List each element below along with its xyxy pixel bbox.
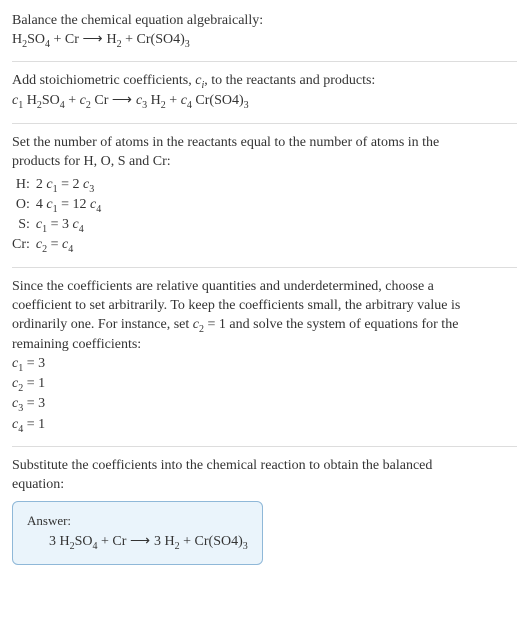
- text: Cr(SO4): [192, 93, 244, 108]
- solution-line: c2 = 1: [12, 375, 517, 395]
- answer-equation: 3 H2SO4 + Cr ⟶ 3 H2 + Cr(SO4)3: [27, 533, 248, 553]
- text: SO: [75, 534, 93, 549]
- text: 4: [36, 197, 47, 212]
- subscript: 3: [243, 541, 248, 552]
- text: = 1 and solve the system of equations fo…: [204, 317, 458, 332]
- equation-original: H2SO4 + Cr ⟶ H2 + Cr(SO4)3: [12, 31, 517, 51]
- subscript: 4: [96, 204, 101, 215]
- answer-box: Answer: 3 H2SO4 + Cr ⟶ 3 H2 + Cr(SO4)3: [12, 501, 263, 565]
- instruction-line: Balance the chemical equation algebraica…: [12, 12, 517, 31]
- text: +: [65, 93, 80, 108]
- text: = 3: [23, 396, 45, 411]
- text: = 1: [23, 376, 45, 391]
- equation-with-coeffs: c1 H2SO4 + c2 Cr ⟶ c3 H2 + c4 Cr(SO4)3: [12, 92, 517, 112]
- text: + Cr: [50, 32, 82, 47]
- text: + Cr(SO4): [122, 32, 185, 47]
- text: +: [166, 93, 181, 108]
- element-label: O:: [12, 196, 36, 216]
- section-substitute: Substitute the coefficients into the che…: [12, 457, 517, 565]
- instruction-line: Substitute the coefficients into the che…: [12, 457, 517, 476]
- subscript: 4: [68, 244, 73, 255]
- reaction-arrow-icon: ⟶: [82, 32, 103, 47]
- section-add-coefficients: Add stoichiometric coefficients, ci, to …: [12, 72, 517, 124]
- element-label: Cr:: [12, 236, 36, 256]
- equation: 4 c1 = 12 c4: [36, 196, 101, 216]
- instruction-line: Set the number of atoms in the reactants…: [12, 134, 517, 153]
- text: H: [147, 93, 161, 108]
- instruction-line: Add stoichiometric coefficients, ci, to …: [12, 72, 517, 92]
- text: SO: [42, 93, 60, 108]
- subscript: 3: [244, 100, 249, 111]
- equation: 2 c1 = 2 c3: [36, 176, 101, 196]
- element-label: H:: [12, 176, 36, 196]
- equation-row: S: c1 = 3 c4: [12, 216, 101, 236]
- answer-label: Answer:: [27, 512, 248, 530]
- text: 3 H: [49, 534, 70, 549]
- text: H: [12, 32, 22, 47]
- text: = 3: [23, 356, 45, 371]
- text: = 2: [58, 177, 83, 192]
- equation-row: Cr: c2 = c4: [12, 236, 101, 256]
- text: + Cr(SO4): [180, 534, 243, 549]
- text: 2: [36, 177, 47, 192]
- equation: c1 = 3 c4: [36, 216, 101, 236]
- equation: c2 = c4: [36, 236, 101, 256]
- solution-line: c1 = 3: [12, 355, 517, 375]
- equation-row: O: 4 c1 = 12 c4: [12, 196, 101, 216]
- text: H: [23, 93, 37, 108]
- text: = 3: [47, 217, 72, 232]
- section-balance-statement: Balance the chemical equation algebraica…: [12, 12, 517, 62]
- text: H: [103, 32, 117, 47]
- text: + Cr: [98, 534, 130, 549]
- text: = 1: [23, 417, 45, 432]
- text: , to the reactants and products:: [204, 73, 375, 88]
- instruction-line: Since the coefficients are relative quan…: [12, 278, 517, 297]
- subscript: 3: [89, 183, 94, 194]
- instruction-line: products for H, O, S and Cr:: [12, 153, 517, 172]
- text: ordinarily one. For instance, set: [12, 317, 193, 332]
- instruction-line: equation:: [12, 476, 517, 495]
- section-solve-system: Since the coefficients are relative quan…: [12, 278, 517, 447]
- instruction-line: coefficient to set arbitrarily. To keep …: [12, 297, 517, 316]
- element-label: S:: [12, 216, 36, 236]
- subscript: 3: [185, 39, 190, 50]
- instruction-line: remaining coefficients:: [12, 336, 517, 355]
- solution-line: c3 = 3: [12, 395, 517, 415]
- reaction-arrow-icon: ⟶: [112, 93, 133, 108]
- equation-system: H: 2 c1 = 2 c3 O: 4 c1 = 12 c4 S: c1 = 3…: [12, 176, 101, 257]
- reaction-arrow-icon: ⟶: [130, 534, 151, 549]
- text: =: [47, 237, 62, 252]
- text: 3 H: [151, 534, 175, 549]
- solution-line: c4 = 1: [12, 416, 517, 436]
- section-atom-equations: Set the number of atoms in the reactants…: [12, 134, 517, 268]
- text: = 12: [58, 197, 90, 212]
- text: Cr: [91, 93, 112, 108]
- spacer: [12, 495, 517, 501]
- text: Add stoichiometric coefficients,: [12, 73, 195, 88]
- subscript: 4: [79, 224, 84, 235]
- instruction-line: ordinarily one. For instance, set c2 = 1…: [12, 316, 517, 336]
- text: SO: [27, 32, 45, 47]
- equation-row: H: 2 c1 = 2 c3: [12, 176, 101, 196]
